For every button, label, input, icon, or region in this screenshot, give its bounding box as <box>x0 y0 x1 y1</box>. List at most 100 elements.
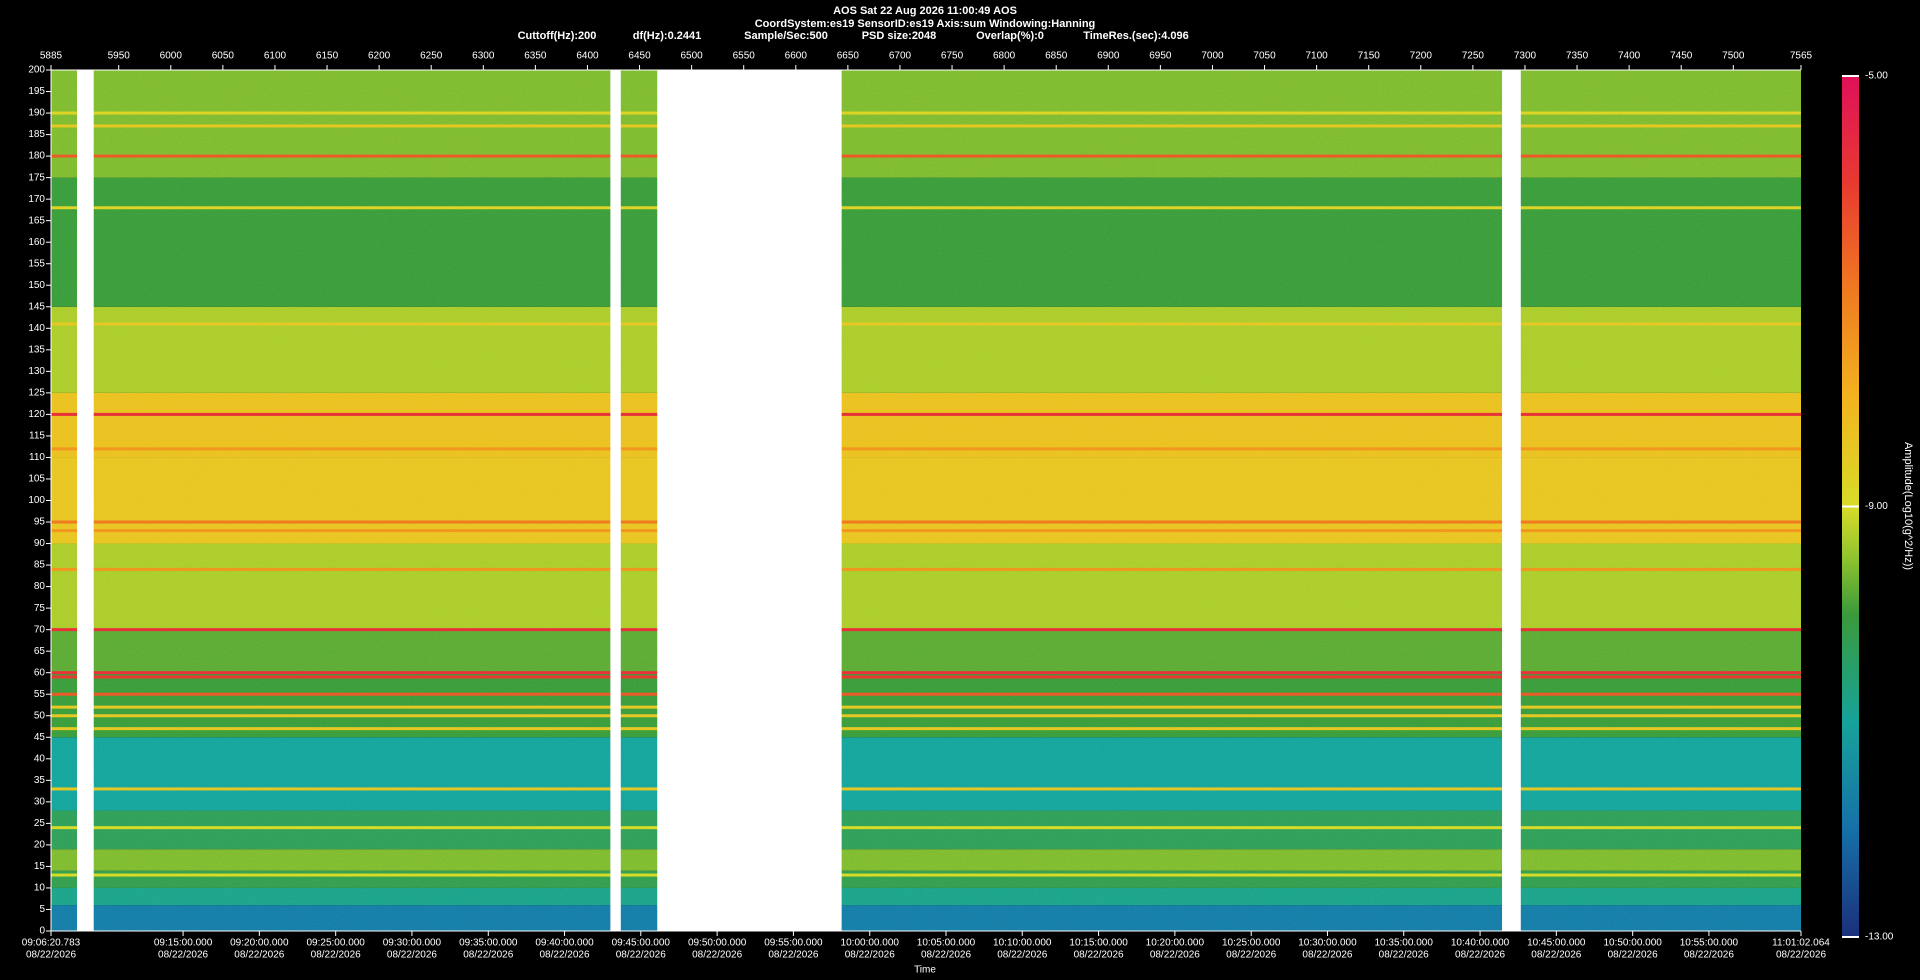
y-tick-label: 175 <box>28 172 45 183</box>
time-tick-date: 08/22/2026 <box>1074 950 1124 961</box>
x-tick-label: 7500 <box>1722 51 1745 62</box>
time-tick-label: 10:40:00.000 <box>1451 938 1510 949</box>
y-tick-label: 5 <box>39 904 45 915</box>
time-tick-date: 08/22/2026 <box>1531 950 1581 961</box>
time-tick-date: 08/22/2026 <box>997 950 1047 961</box>
x-tick-label: 7300 <box>1514 51 1537 62</box>
y-tick-label: 20 <box>34 840 46 851</box>
time-tick-label: 10:05:00.000 <box>917 938 976 949</box>
time-tick-date: 08/22/2026 <box>463 950 513 961</box>
spectral-line <box>51 714 1801 718</box>
spectral-line <box>51 154 1801 158</box>
time-tick-date: 08/22/2026 <box>1455 950 1505 961</box>
time-tick-date: 08/22/2026 <box>1684 950 1734 961</box>
y-tick-label: 75 <box>34 603 46 614</box>
x-tick-label: 6500 <box>681 51 704 62</box>
y-tick-label: 10 <box>34 883 46 894</box>
time-tick-label: 09:50:00.000 <box>688 938 747 949</box>
time-tick-label: 09:35:00.000 <box>459 938 518 949</box>
y-tick-label: 55 <box>34 689 46 700</box>
data-gap <box>657 70 842 931</box>
x-tick-label: 7000 <box>1201 51 1224 62</box>
y-tick-label: 95 <box>34 517 46 528</box>
spectral-line <box>51 412 1801 416</box>
x-tick-label: 6550 <box>733 51 756 62</box>
x-tick-label: 6300 <box>472 51 495 62</box>
x-tick-label: 6150 <box>316 51 339 62</box>
y-tick-label: 140 <box>28 323 45 334</box>
x-tick-label: 6400 <box>576 51 599 62</box>
time-tick-label: 09:40:00.000 <box>535 938 594 949</box>
y-tick-label: 155 <box>28 258 45 269</box>
time-tick-date: 08/22/2026 <box>234 950 284 961</box>
y-tick-label: 105 <box>28 474 45 485</box>
x-tick-label: 7400 <box>1618 51 1641 62</box>
time-tick-label: 10:20:00.000 <box>1146 938 1205 949</box>
x-tick-label: 6850 <box>1045 51 1068 62</box>
time-tick-date: 08/22/2026 <box>845 950 895 961</box>
y-tick-label: 160 <box>28 237 45 248</box>
chart-title: AOS Sat 22 Aug 2026 11:00:49 AOS <box>833 5 1017 17</box>
time-tick-date: 08/22/2026 <box>1608 950 1658 961</box>
y-tick-label: 85 <box>34 560 46 571</box>
y-tick-label: 25 <box>34 818 46 829</box>
time-tick-label: 10:30:00.000 <box>1298 938 1357 949</box>
y-tick-label: 110 <box>29 452 45 463</box>
y-tick-label: 130 <box>28 366 45 377</box>
x-tick-label: 6950 <box>1149 51 1172 62</box>
time-tick-date: 08/22/2026 <box>692 950 742 961</box>
time-tick-label: 10:15:00.000 <box>1069 938 1128 949</box>
y-tick-label: 190 <box>28 108 45 119</box>
y-tick-label: 135 <box>28 344 45 355</box>
info-text: PSD size:2048 <box>862 30 937 42</box>
time-tick-date: 08/22/2026 <box>311 950 361 961</box>
spectral-line <box>51 873 1801 877</box>
y-tick-label: 45 <box>34 732 46 743</box>
time-tick-date: 08/22/2026 <box>26 950 76 961</box>
y-tick-label: 90 <box>34 538 46 549</box>
spectral-line <box>51 322 1801 326</box>
x-tick-label: 6100 <box>264 51 287 62</box>
x-tick-label: 7150 <box>1358 51 1381 62</box>
spectral-line <box>51 727 1801 731</box>
info-text: Sample/Sec:500 <box>744 30 828 42</box>
spectral-line <box>51 692 1801 696</box>
y-tick-label: 120 <box>28 409 45 420</box>
x-tick-label: 6600 <box>785 51 808 62</box>
time-tick-label: 09:30:00.000 <box>383 938 442 949</box>
spectral-line <box>51 529 1801 533</box>
x-tick-label: 5885 <box>40 51 63 62</box>
time-tick-label: 10:10:00.000 <box>993 938 1052 949</box>
time-tick-date: 08/22/2026 <box>616 950 666 961</box>
colorbar-tick-label: -13.00 <box>1865 932 1894 943</box>
colorbar-tick-label: -5.00 <box>1865 71 1888 82</box>
colorbar-label: Amplitude(Log10(g^2/Hz)) <box>1902 442 1914 570</box>
spectral-line <box>51 675 1801 679</box>
x-tick-label: 7350 <box>1566 51 1589 62</box>
spectral-line <box>51 826 1801 830</box>
y-tick-label: 180 <box>28 151 45 162</box>
x-tick-label: 6750 <box>941 51 964 62</box>
spectral-line <box>51 787 1801 791</box>
x-tick-label: 7050 <box>1253 51 1276 62</box>
time-tick-label: 09:20:00.000 <box>230 938 289 949</box>
time-tick-date: 08/22/2026 <box>1226 950 1276 961</box>
x-tick-label: 7565 <box>1790 51 1813 62</box>
info-text: Cuttoff(Hz):200 <box>518 30 597 42</box>
x-tick-label: 7250 <box>1462 51 1485 62</box>
time-tick-label: 09:45:00.000 <box>612 938 671 949</box>
time-tick-label: 09:06:20.783 <box>22 938 81 949</box>
y-tick-label: 170 <box>28 194 45 205</box>
y-tick-label: 185 <box>28 129 45 140</box>
y-tick-label: 50 <box>34 710 46 721</box>
x-tick-label: 6000 <box>160 51 183 62</box>
y-tick-label: 80 <box>34 581 46 592</box>
time-tick-label: 10:55:00.000 <box>1680 938 1739 949</box>
data-gap <box>77 70 94 931</box>
chart-subtitle: CoordSystem:es19 SensorID:es19 Axis:sum … <box>755 18 1096 30</box>
noise-texture <box>51 70 1801 931</box>
colorbar-tick-label: -9.00 <box>1865 501 1888 512</box>
time-tick-label: 10:35:00.000 <box>1375 938 1434 949</box>
info-text: Overlap(%):0 <box>976 30 1044 42</box>
data-gap <box>610 70 621 931</box>
